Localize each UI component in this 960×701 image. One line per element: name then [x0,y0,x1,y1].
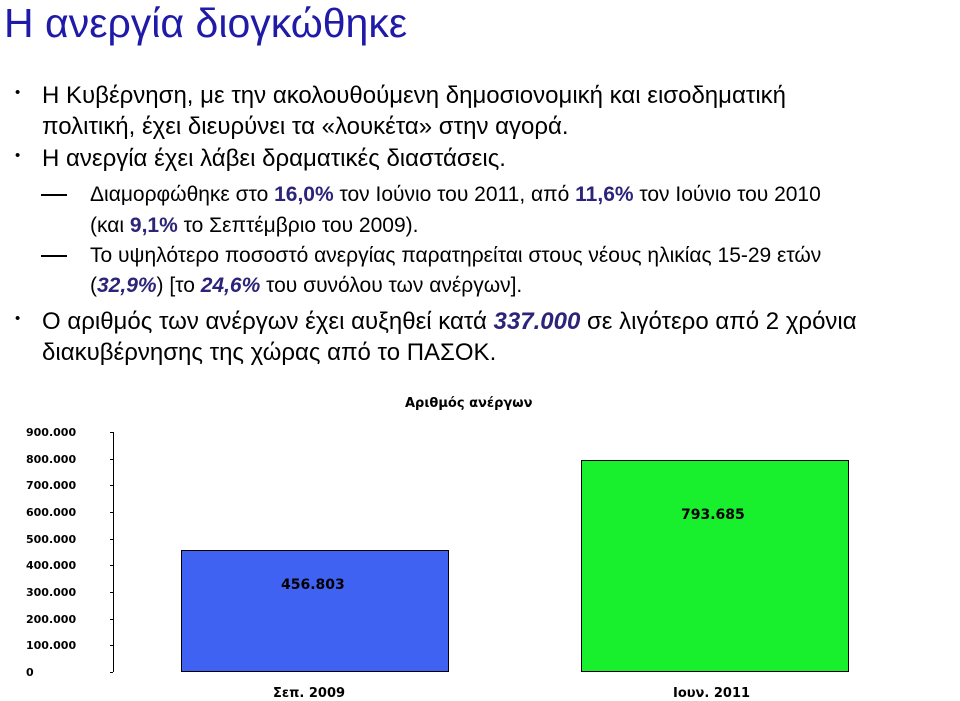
bar [181,550,449,672]
y-tick-mark [110,672,113,673]
bullet-1-line-2: πολιτική, έχει διευρύνει τα «λουκέτα» στ… [42,113,569,140]
sub-bullet-2-line-1: Το υψηλότερο ποσοστό ανεργίας παρατηρείτ… [90,244,822,267]
sub-bullet-dash [41,194,67,196]
bullet-3-line-1: Ο αριθμός των ανέργων έχει αυξηθεί κατά … [42,308,857,335]
y-tick-mark [110,458,113,460]
bar [581,460,849,672]
y-tick-mark [110,645,113,647]
y-tick-label: 500.000 [26,532,77,546]
y-tick-label: 200.000 [26,612,77,626]
y-tick-label: 100.000 [26,639,77,653]
y-tick-mark [110,565,113,567]
y-tick-mark [110,592,113,593]
x-tick-label: Σεπ. 2009 [273,686,346,701]
y-tick-mark [110,485,113,487]
y-tick-mark [110,618,113,620]
y-axis-line [113,432,114,672]
y-tick-label: 0 [26,666,34,679]
y-tick-label: 400.000 [26,559,77,573]
y-tick-label: 800.000 [26,452,77,466]
bullet-3-line-2: διακυβέρνησης της χώρας από το ΠΑΣΟΚ. [42,339,497,366]
sub-bullet-1-line-1: Διαμορφώθηκε στο 16,0% τον Ιούνιο του 20… [90,183,821,206]
bar-value-label: 793.685 [681,506,745,523]
y-tick-mark [110,512,113,513]
y-tick-label: 600.000 [26,506,77,519]
y-tick-mark [110,538,113,540]
bullet-1-line-1: Η Κυβέρνηση, με την ακολουθούμενη δημοσι… [42,82,787,109]
bar-value-label: 456.803 [281,576,345,593]
y-tick-label: 300.000 [26,586,77,599]
y-tick-label: 700.000 [26,479,77,493]
sub-bullet-dash [41,255,67,257]
chart-title: Αριθμός ανέργων [405,396,533,411]
bullet-2-line-1: Η ανεργία έχει λάβει δραματικές διαστάσε… [42,145,506,172]
sub-bullet-2-line-2: (32,9%) [το 24,6% του συνόλου των ανέργω… [90,274,523,297]
slide-title: Η ανεργία διογκώθηκε [4,0,408,46]
bullet-dot: • [15,310,21,327]
x-tick-label: Ιουν. 2011 [673,686,751,701]
sub-bullet-1-line-2: (και 9,1% το Σεπτέμβριο του 2009). [90,214,419,237]
y-tick-mark [110,432,113,433]
y-tick-label: 900.000 [26,426,77,439]
bullet-dot: • [15,84,21,101]
bullet-dot: • [15,147,21,164]
